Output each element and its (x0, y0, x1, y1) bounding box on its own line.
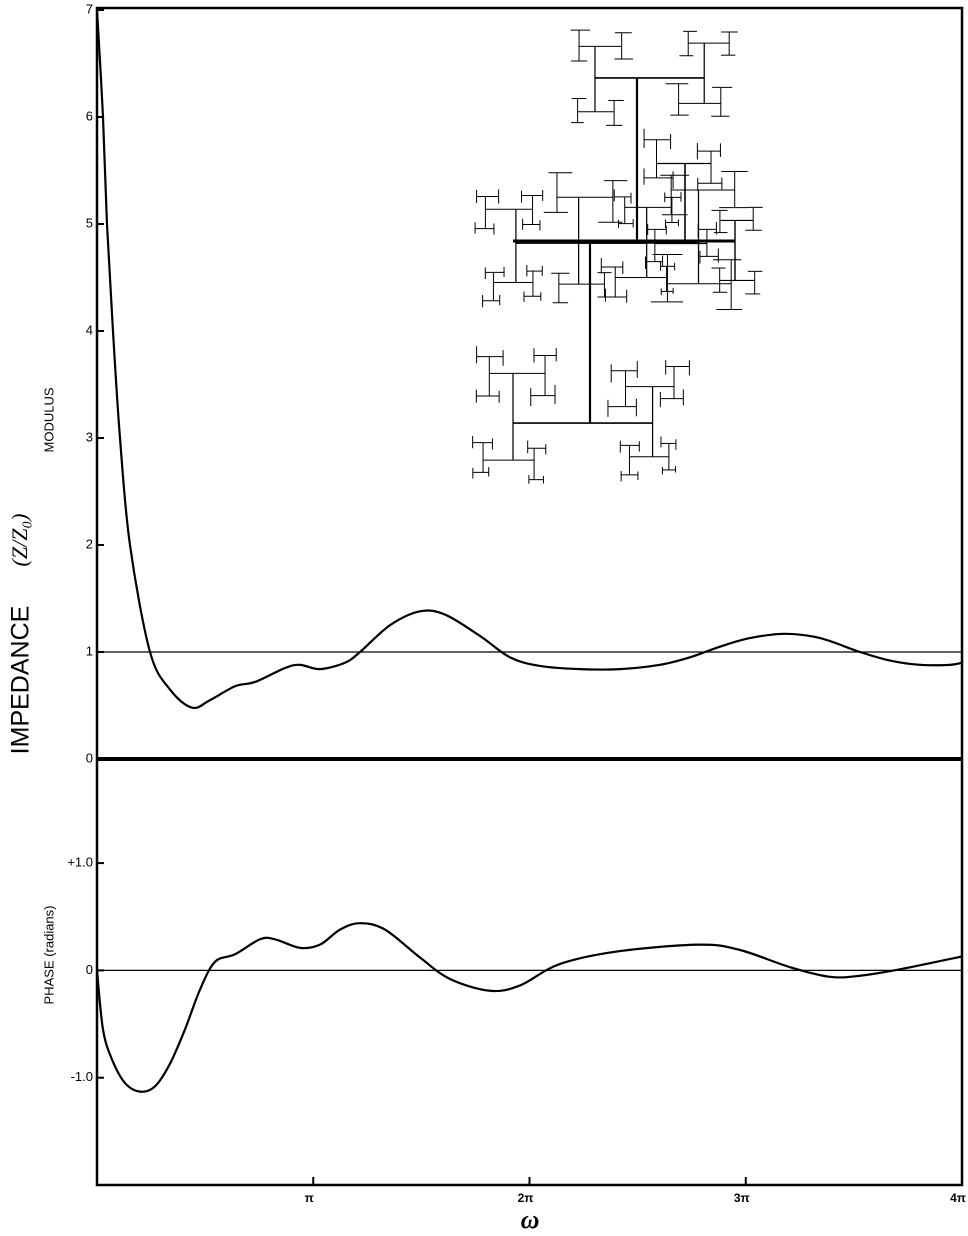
impedance-unit: (Z/Z₀) (7, 514, 32, 567)
y-tick-label: 0 (86, 750, 93, 765)
y-tick-label: +1.0 (67, 855, 93, 870)
y-tick-label: 2 (86, 536, 93, 551)
impedance-label: IMPEDANCE (7, 606, 35, 755)
y-tick-label: 6 (86, 108, 93, 123)
x-tick-label: 3π (734, 1191, 750, 1205)
curve (95, 9, 963, 710)
y-tick-label: -1.0 (71, 1069, 93, 1084)
y-tick-label: 4 (86, 322, 93, 337)
y-tick-label: 5 (86, 215, 93, 230)
x-axis-label: ω (521, 1205, 540, 1234)
x-tick-label: 4π (950, 1191, 966, 1205)
fractal-inset (472, 29, 763, 484)
x-tick-label: π (305, 1191, 314, 1205)
x-tick-label: 2π (518, 1191, 534, 1205)
phase-label: PHASE (radians) (41, 906, 56, 1005)
curve (95, 922, 963, 1093)
y-tick-label: 3 (86, 429, 93, 444)
y-tick-label: 1 (86, 643, 93, 658)
plot-frame (95, 6, 964, 1187)
y-tick-label: 7 (86, 1, 93, 16)
y-tick-label: 0 (86, 962, 93, 977)
modulus-label: MODULUS (41, 387, 56, 452)
